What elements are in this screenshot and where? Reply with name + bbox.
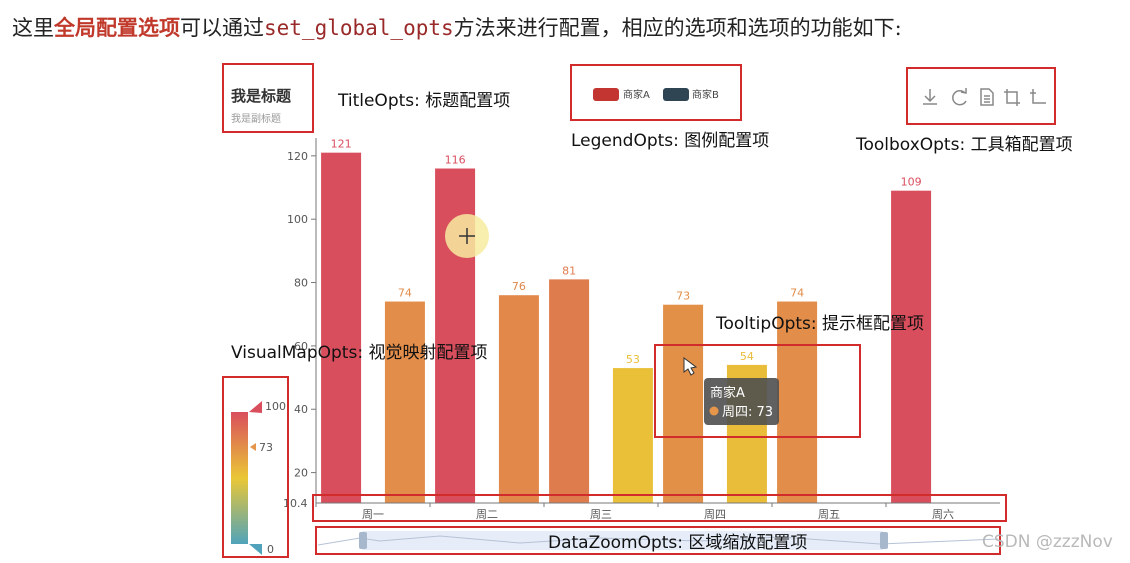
y-tick-label: 100 [287,213,308,226]
tooltip-item: 周四: 73 [722,405,773,420]
bar[interactable] [549,279,590,503]
tooltip-marker-icon [709,406,719,416]
toolbox-box [906,67,1056,125]
chart-subtitle: 我是副标题 [231,113,281,125]
datazoom-preview-line [317,535,999,546]
bar[interactable] [777,301,818,503]
title-box [222,63,314,133]
y-min-label: 10.4 [283,497,308,510]
x-tick-label: 周一 [362,508,384,521]
visualmap-mid-label: 73 [259,441,273,454]
bar[interactable] [891,190,932,503]
datazoom-handle-left[interactable] [359,532,367,549]
legend-swatch-b [663,88,689,101]
xaxis-box [312,494,1007,522]
visualmap-bottom-handle-icon[interactable] [249,544,262,555]
tooltip-series: 商家A [710,385,745,401]
bar-value-label: 74 [790,287,804,300]
bar-value-label: 76 [512,280,526,293]
refresh-icon[interactable] [952,88,967,106]
x-tick-label: 周四 [704,508,726,521]
legend-label-a: 商家A [623,88,650,101]
datazoom-box [315,526,1001,555]
y-tick-label: 80 [294,277,308,290]
x-tick-label: 周五 [818,508,840,521]
bar[interactable] [612,368,653,503]
bar[interactable] [663,304,704,503]
x-tick-label: 周六 [932,508,954,521]
legend-swatch-a [593,88,619,101]
bar-value-label: 73 [676,290,690,303]
zoom-reset-icon[interactable] [1030,89,1046,104]
y-axis-ticks: 20 40 60 80 100 120 [287,150,316,480]
bar-value-label: 109 [901,176,922,189]
bar-value-label: 116 [445,154,466,167]
intro-highlight: 全局配置选项 [54,15,180,40]
intro-part-3: 可以通过 [180,16,264,40]
datazoom-handle-right[interactable] [880,532,888,549]
bar-value-label: 54 [740,350,754,363]
data-view-icon[interactable] [980,88,994,106]
pointer-cursor-icon [683,357,698,376]
legend-label-b: 商家B [692,88,719,101]
intro-code: set_global_opts [264,16,454,40]
datazoom-selected-range[interactable] [362,531,883,550]
annotation-titleopts: TitleOpts: 标题配置项 [337,91,510,111]
chart-title: 我是标题 [231,87,292,105]
visualmap-indicator-icon [250,443,256,451]
y-tick-label: 120 [287,150,308,163]
y-tick-label: 40 [294,403,308,416]
bar-value-label: 121 [331,138,352,151]
visualmap-gradient-bar[interactable] [231,412,248,544]
zoom-icon[interactable] [1004,89,1020,106]
visualmap-min-label: 0 [267,543,274,556]
visualmap-box [222,376,289,558]
bar[interactable] [384,301,425,503]
visualmap-max-label: 100 [265,400,286,413]
y-tick-label: 60 [294,340,308,353]
intro-part-1: 这里 [12,16,54,40]
annotation-toolboxopts: ToolboxOpts: 工具箱配置项 [855,135,1073,155]
intro-text: 这里全局配置选项可以通过set_global_opts方法来进行配置，相应的选项… [12,12,902,42]
x-tick-label: 周三 [590,508,612,521]
tooltip-popup [704,378,779,425]
y-tick-label: 20 [294,467,308,480]
annotation-visualmapopts: VisualMapOpts: 视觉映射配置项 [231,343,487,363]
annotation-datazoomopts: DataZoomOpts: 区域缩放配置项 [548,533,807,553]
move-cursor-icon [459,228,475,244]
bar[interactable] [498,295,539,503]
tooltip-annotation-box [654,344,861,438]
bar[interactable] [321,152,362,503]
bar-value-label: 53 [626,353,640,366]
watermark: CSDN @zzzNov [982,532,1113,552]
bar-value-label: 81 [562,264,576,277]
visualmap-top-handle-icon[interactable] [249,401,262,413]
download-icon[interactable] [923,89,937,105]
intro-part-5: 方法来进行配置，相应的选项和选项的功能如下: [453,16,902,40]
x-axis-labels: 周一 周二 周三 周四 周五 周六 [315,503,954,521]
x-tick-label: 周二 [476,508,498,521]
bar-value-label: 74 [398,287,412,300]
annotation-legendopts: LegendOpts: 图例配置项 [571,131,769,151]
legend-box [570,64,742,121]
annotation-tooltipopts: TooltipOpts: 提示框配置项 [715,314,924,334]
